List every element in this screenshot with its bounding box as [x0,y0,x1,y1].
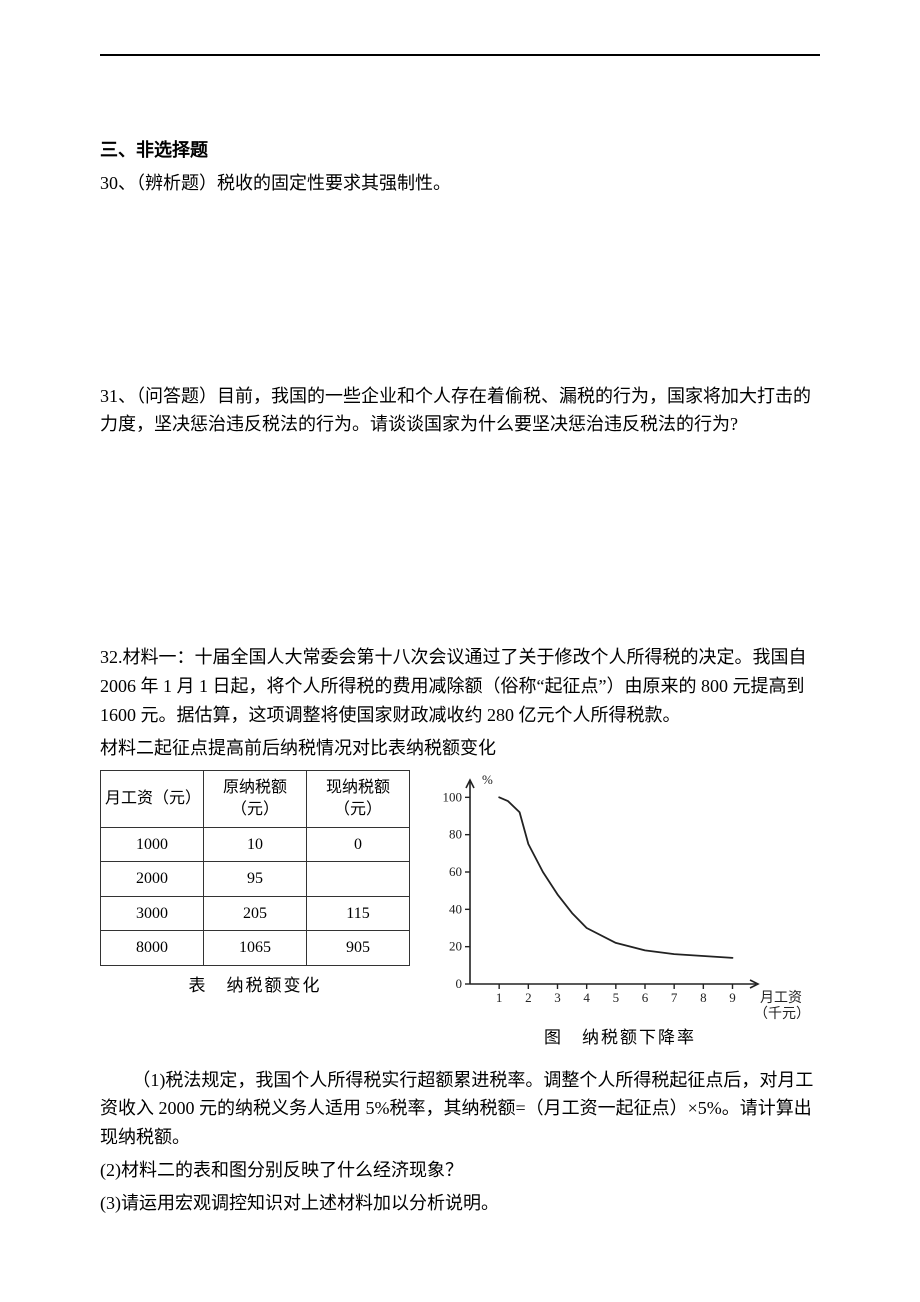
col-header: 现纳税额（元） [307,771,410,827]
chart-caption: 图 纳税额下降率 [420,1024,820,1051]
cell: 8000 [101,931,204,966]
col-header: 原纳税额（元） [204,771,307,827]
svg-text:5: 5 [613,990,620,1005]
chart-block: 0 20 40 60 80 100% 1 2 3 4 5 6 7 8 9 月工资（千元） 图 纳税额下降率 [420,770,820,1051]
cell [307,862,410,897]
table-row: 2000 95 [101,862,410,897]
cell: 10 [204,827,307,862]
table-row: 3000 205 115 [101,896,410,931]
table-header-row: 月工资（元） 原纳税额（元） 现纳税额（元） [101,771,410,827]
cell: 1065 [204,931,307,966]
svg-text:80: 80 [449,827,462,842]
svg-text:40: 40 [449,902,462,917]
decline-rate-chart: 0 20 40 60 80 100% 1 2 3 4 5 6 7 8 9 月工资（千元） [420,770,820,1030]
cell: 3000 [101,896,204,931]
svg-text:4: 4 [583,990,590,1005]
svg-text:月工资: 月工资 [760,990,802,1006]
question-32-para1: 32.材料一：十届全国人大常委会第十八次会议通过了关于修改个人所得税的决定。我国… [100,643,820,729]
svg-text:9: 9 [729,990,736,1005]
question-32-sub2: (2)材料二的表和图分别反映了什么经济现象？ [100,1156,820,1185]
cell: 2000 [101,862,204,897]
blank-space [100,202,820,382]
section-heading: 三、非选择题 [100,136,820,165]
cell: 1000 [101,827,204,862]
table-block: 月工资（元） 原纳税额（元） 现纳税额（元） 1000 10 0 2000 95 [100,770,410,999]
svg-text:7: 7 [671,990,678,1005]
svg-text:6: 6 [642,990,649,1005]
top-divider [100,54,820,56]
cell: 905 [307,931,410,966]
blank-space [100,1052,820,1064]
tax-table: 月工资（元） 原纳税额（元） 现纳税额（元） 1000 10 0 2000 95 [100,770,410,966]
cell: 0 [307,827,410,862]
svg-text:3: 3 [554,990,561,1005]
cell: 95 [204,862,307,897]
question-32-para2: 材料二起征点提高前后纳税情况对比表纳税额变化 [100,734,820,763]
question-31: 31、（问答题）目前，我国的一些企业和个人存在着偷税、漏税的行为，国家将加大打击… [100,382,820,440]
question-32-sub3: (3)请运用宏观调控知识对上述材料加以分析说明。 [100,1189,820,1218]
material-2-block: 月工资（元） 原纳税额（元） 现纳税额（元） 1000 10 0 2000 95 [100,770,820,1051]
page: 三、非选择题 30、（辨析题）税收的固定性要求其强制性。 31、（问答题）目前，… [100,0,820,1252]
question-30: 30、（辨析题）税收的固定性要求其强制性。 [100,169,820,198]
table-row: 1000 10 0 [101,827,410,862]
svg-text:%: % [482,772,493,787]
question-32-sub1: （1)税法规定，我国个人所得税实行超额累进税率。调整个人所得税起征点后，对月工资… [100,1066,820,1152]
col-header: 月工资（元） [101,771,204,827]
blank-space [100,1222,820,1252]
cell: 115 [307,896,410,931]
svg-text:0: 0 [456,976,463,991]
table-caption: 表 纳税额变化 [100,972,410,999]
svg-text:2: 2 [525,990,532,1005]
svg-text:8: 8 [700,990,707,1005]
table-row: 8000 1065 905 [101,931,410,966]
svg-text:（千元）: （千元） [754,1006,810,1022]
svg-text:1: 1 [496,990,503,1005]
cell: 205 [204,896,307,931]
blank-space [100,443,820,643]
svg-text:20: 20 [449,939,462,954]
svg-text:100: 100 [443,790,463,805]
svg-text:60: 60 [449,864,462,879]
